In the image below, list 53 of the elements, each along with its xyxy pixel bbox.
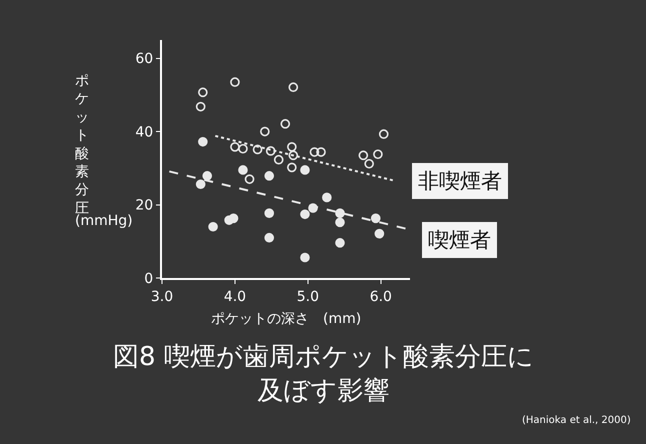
- point: [280, 119, 290, 129]
- point: [230, 142, 240, 152]
- point: [238, 144, 248, 154]
- series-label: 非喫煙者: [418, 169, 502, 193]
- point: [335, 238, 345, 248]
- point: [288, 82, 298, 92]
- x-tick-label: 6.0: [370, 288, 392, 305]
- point: [208, 222, 218, 232]
- text: 図8 喫煙が歯周ポケット酸素分圧に及ぼす影響: [113, 342, 534, 406]
- point: [300, 165, 310, 175]
- x-tick-label: 5.0: [296, 288, 320, 305]
- x-tick-label: 4.0: [224, 288, 246, 305]
- point: [316, 147, 326, 157]
- point: [274, 154, 284, 165]
- point: [300, 209, 310, 220]
- point: [224, 215, 234, 225]
- point: [374, 228, 384, 238]
- point: [358, 150, 368, 160]
- point: [196, 179, 206, 190]
- y-tick-label: 60: [135, 51, 154, 68]
- point: [373, 149, 383, 160]
- x-axis-title: ポケットの深さ (mm): [211, 311, 362, 327]
- y-tick-label: 20: [135, 198, 154, 214]
- text: 喫煙者: [428, 228, 491, 252]
- point: [288, 150, 298, 160]
- point: [198, 88, 208, 98]
- point: [266, 146, 276, 156]
- point: [264, 171, 274, 181]
- point: [287, 142, 297, 152]
- point: [378, 129, 389, 139]
- point: [364, 158, 374, 169]
- point: [244, 174, 254, 184]
- text: ポケット酸素分圧 (mmHg): [75, 73, 133, 229]
- point: [252, 144, 262, 154]
- point: [287, 162, 297, 172]
- point: [335, 208, 345, 218]
- point: [322, 192, 332, 202]
- point: [230, 77, 240, 87]
- x-tick-label: 3.0: [150, 288, 174, 305]
- point: [264, 208, 274, 218]
- text: (Hanioka et al., 2000): [522, 415, 631, 426]
- point: [260, 126, 270, 136]
- y-tick-label: 0: [144, 270, 154, 287]
- y-tick-label: 40: [135, 124, 154, 140]
- point: [238, 165, 248, 175]
- point: [300, 252, 310, 262]
- point: [370, 214, 381, 224]
- point: [196, 102, 206, 112]
- point: [335, 218, 345, 228]
- point: [310, 147, 320, 157]
- point: [202, 171, 212, 181]
- point: [264, 232, 274, 243]
- point: [198, 136, 208, 147]
